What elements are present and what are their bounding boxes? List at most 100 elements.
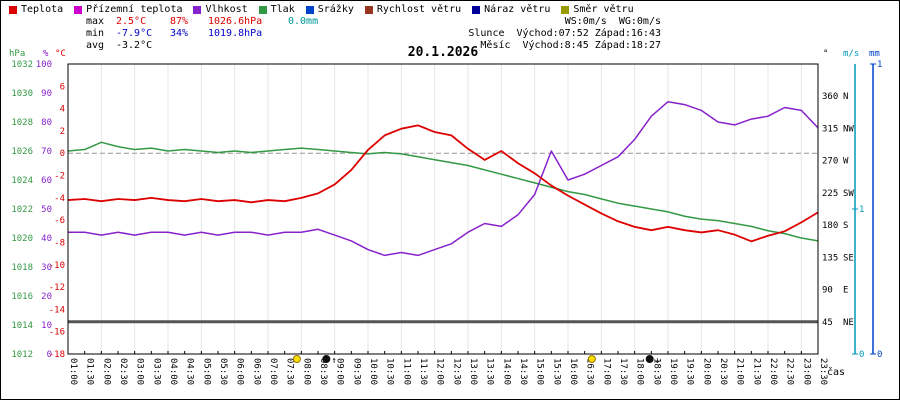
compass-tick-label: NW <box>843 124 854 134</box>
time-tick-label: 07:00 <box>268 358 278 385</box>
deg-tick-label: 270 <box>822 157 838 167</box>
compass-tick-label: S <box>843 221 848 231</box>
hpa-tick-label: 1026 <box>11 147 33 157</box>
time-tick-label: 09:00 <box>335 358 345 385</box>
pct-tick-label: 80 <box>41 118 52 128</box>
srazky-swatch-icon <box>305 5 314 14</box>
degc-tick-label: -8 <box>54 238 65 248</box>
pct-tick-label: 100 <box>36 60 52 70</box>
hpa-tick-label: 1032 <box>11 60 33 70</box>
time-tick-label: 18:30 <box>651 358 661 385</box>
time-tick-label: 15:30 <box>551 358 561 385</box>
legend-label-prizemni-teplota: Přízemní teplota <box>86 4 183 15</box>
time-tick-label: 11:30 <box>418 358 428 385</box>
time-tick-label: 22:00 <box>768 358 778 385</box>
degc-tick-label: -4 <box>54 194 65 204</box>
pct-tick-label: 60 <box>41 176 52 186</box>
time-tick-label: 06:30 <box>251 358 261 385</box>
stats-max-label: max <box>86 16 105 27</box>
time-tick-label: 17:00 <box>601 358 611 385</box>
time-axis-label: čas <box>827 366 845 378</box>
sun-label: Slunce <box>468 28 505 39</box>
time-tick-label: 05:00 <box>201 358 211 385</box>
time-tick-label: 20:00 <box>701 358 711 385</box>
prizemni-teplota-swatch-icon <box>74 5 83 14</box>
legend-item-naraz-vetru: Náraz větru <box>472 4 550 15</box>
pct-tick-label: 40 <box>41 234 52 244</box>
legend-item-teplota: Teplota <box>9 4 63 15</box>
time-tick-label: 10:00 <box>368 358 378 385</box>
time-tick-label: 05:30 <box>218 358 228 385</box>
stats-max-pressure: 1026.6hPa <box>208 16 263 27</box>
series-line-teplota <box>67 124 819 243</box>
deg-axis-label: ° <box>823 49 828 59</box>
pct-tick-label: 10 <box>41 321 52 331</box>
deg-tick-label: 225 <box>822 189 838 199</box>
vlhkost-swatch-icon <box>193 5 202 14</box>
pct-tick-label: 70 <box>41 147 52 157</box>
degc-tick-label: -16 <box>49 328 65 338</box>
legend-item-vlhkost: Vlhkost <box>193 4 248 15</box>
legend-label-naraz-vetru: Náraz větru <box>484 4 551 15</box>
sun-times: Východ:07:52 Západ:16:43 <box>516 28 662 39</box>
time-tick-label: 14:30 <box>518 358 528 385</box>
legend: Teplota Přízemní teplota Vlhkost Tlak Srážky… <box>9 4 634 15</box>
plot-border <box>67 63 819 355</box>
legend-label-rychlost-vetru: Rychlost větru <box>376 4 462 15</box>
degc-tick-label: 4 <box>60 105 65 115</box>
time-tick-label: 01:30 <box>85 358 95 385</box>
time-tick-label: 23:30 <box>818 358 828 385</box>
time-tick-label: 12:30 <box>451 358 461 385</box>
stats-min-row: min -7.9°C 34% 1019.8hPa <box>86 28 318 40</box>
deg-tick-label: 180 <box>822 221 838 231</box>
moonrise-marker-icon <box>322 355 331 363</box>
stats-block: max 2.5°C 87% 1026.6hPa 0.0mm min -7.9°C 34% 10… <box>86 16 318 52</box>
time-tick-label: 11:00 <box>401 358 411 385</box>
legend-label-teplota: Teplota <box>21 4 64 15</box>
time-tick-label: 16:00 <box>568 358 578 385</box>
time-tick-label: 19:00 <box>668 358 678 385</box>
compass-tick-label: SE <box>843 253 854 263</box>
degc-tick-label: -10 <box>49 261 65 271</box>
time-tick-label: 14:00 <box>501 358 511 385</box>
pct-tick-label: 90 <box>41 89 52 99</box>
chart-title: 20.1.2026 <box>407 45 479 60</box>
degc-tick-label: 6 <box>60 82 65 92</box>
time-tick-label: 04:00 <box>168 358 178 385</box>
hpa-tick-label: 1022 <box>11 205 33 215</box>
time-tick-label: 18:00 <box>635 358 645 385</box>
stats-min-humidity: 34% <box>170 28 189 39</box>
stats-avg-temp: -3.2°C <box>116 40 153 51</box>
legend-label-vlhkost: Vlhkost <box>205 4 248 15</box>
ms-tick-label: 1 <box>859 205 864 215</box>
stats-max-temp: 2.5°C <box>116 16 147 27</box>
time-tick-label: 06:00 <box>235 358 245 385</box>
moon-label: Měsíc <box>480 40 511 51</box>
mm-tick-label: 1 <box>877 60 882 70</box>
compass-tick-label: W <box>843 157 849 167</box>
time-tick-label: 13:30 <box>485 358 495 385</box>
time-tick-label: 10:30 <box>385 358 395 385</box>
series-line-vlhkost <box>68 100 819 257</box>
wind-info-row: WS:0m/s WG:0m/s <box>468 16 661 28</box>
time-tick-label: 20:30 <box>718 358 728 385</box>
wind-gust-info: WG:0m/s <box>618 16 661 27</box>
legend-item-prizemni-teplota: Přízemní teplota <box>74 4 182 15</box>
degc-tick-label: -18 <box>49 350 65 360</box>
compass-tick-label: SW <box>843 189 854 199</box>
time-tick-label: 21:30 <box>751 358 761 385</box>
moon-info-row: Měsíc Východ:8:45 Západ:18:27 <box>468 40 661 52</box>
rychlost-vetru-swatch-icon <box>364 5 373 14</box>
degc-tick-label: -14 <box>49 305 65 315</box>
legend-label-srazky: Srážky <box>317 4 354 15</box>
mm-tick-label: 0 <box>877 350 882 360</box>
time-tick-label: 03:30 <box>151 358 161 385</box>
time-tick-label: 21:00 <box>735 358 745 385</box>
moonrise-arrow-icon: ↑ <box>331 356 336 366</box>
time-tick-label: 01:00 <box>68 358 78 385</box>
hpa-tick-label: 1020 <box>11 234 33 244</box>
time-tick-label: 13:00 <box>468 358 478 385</box>
hpa-tick-label: 1018 <box>11 263 33 273</box>
time-tick-label: 02:30 <box>118 358 128 385</box>
legend-label-smer-vetru: Směr větru <box>573 4 634 15</box>
